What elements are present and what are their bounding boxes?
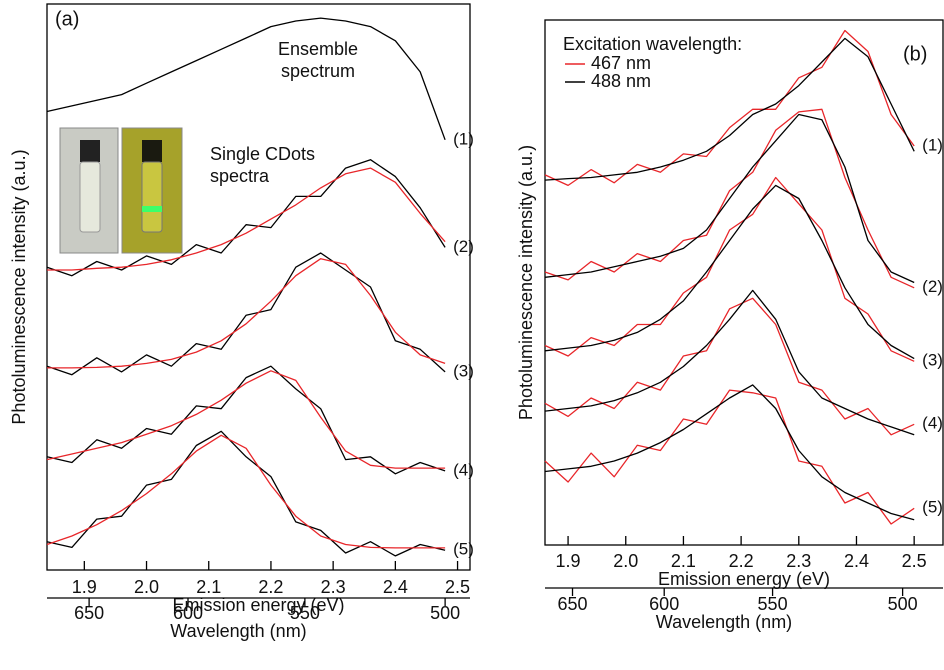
spectrum-label: (2) bbox=[922, 277, 943, 296]
spectrum-line bbox=[46, 370, 446, 469]
x2-tick-label: 600 bbox=[649, 594, 679, 614]
vial-cap bbox=[142, 140, 162, 162]
spectrum-label: (4) bbox=[922, 414, 943, 433]
x-tick-label: 2.3 bbox=[786, 551, 811, 571]
spectrum-label: (5) bbox=[922, 498, 943, 517]
x2-tick-label: 500 bbox=[888, 594, 918, 614]
spectrum-label: (4) bbox=[453, 460, 474, 479]
legend-label: 467 nm bbox=[591, 53, 651, 73]
x-tick-label: 2.4 bbox=[383, 577, 408, 597]
inset-photos bbox=[59, 127, 183, 254]
x-axis-title: Emission energy (eV) bbox=[658, 569, 830, 589]
x-axis-title: Emission energy (eV) bbox=[172, 595, 344, 615]
x-tick-label: 1.9 bbox=[72, 577, 97, 597]
annotation: spectra bbox=[210, 166, 270, 186]
plot-frame bbox=[46, 3, 471, 571]
x-tick-label: 2.5 bbox=[445, 577, 470, 597]
spectrum-label: (1) bbox=[453, 129, 474, 148]
x-tick-label: 2.2 bbox=[729, 551, 754, 571]
x2-tick-label: 550 bbox=[758, 594, 788, 614]
spectrum-line bbox=[544, 29, 915, 187]
spectrum-label: (3) bbox=[453, 361, 474, 380]
x-tick-label: 2.0 bbox=[613, 551, 638, 571]
x-tick-label: 2.3 bbox=[321, 577, 346, 597]
spectrum-line bbox=[46, 434, 446, 549]
plot-frame bbox=[544, 19, 944, 546]
legend-label: 488 nm bbox=[591, 71, 651, 91]
x2-tick-label: 550 bbox=[290, 603, 320, 623]
panel: 1.9 2.0 2.1 2.2 2.3 2.4 2.5 Emission energy (eV… bbox=[516, 19, 944, 632]
spectrum-line bbox=[46, 252, 446, 376]
vial-cap bbox=[80, 140, 100, 162]
spectrum-label: (3) bbox=[922, 351, 943, 370]
legend-title: Excitation wavelength: bbox=[563, 34, 742, 54]
vial bbox=[141, 161, 163, 233]
x2-tick-label: 500 bbox=[430, 603, 460, 623]
y-axis-title: Photoluminescence intensity (a.u.) bbox=[9, 149, 29, 424]
spectrum-line bbox=[544, 184, 915, 360]
panel: 1.9 2.0 2.1 2.2 2.3 2.4 2.5 Emission energy (eV… bbox=[9, 3, 474, 641]
spectrum-line bbox=[46, 17, 446, 141]
spectrum-line bbox=[544, 113, 915, 284]
spectrum-line bbox=[544, 297, 915, 436]
x2-tick-label: 650 bbox=[74, 603, 104, 623]
annotation: Single CDots bbox=[210, 144, 315, 164]
spectrum-line bbox=[544, 176, 915, 362]
spectrum-label: (1) bbox=[922, 135, 943, 154]
spectrum-line bbox=[544, 289, 915, 436]
x-tick-label: 2.1 bbox=[196, 577, 221, 597]
spectrum-line bbox=[544, 37, 915, 181]
vial-glow bbox=[142, 206, 162, 212]
y-axis-title: Photoluminescence intensity (a.u.) bbox=[516, 145, 536, 420]
spectrum-line bbox=[46, 430, 446, 557]
x2-axis-title: Wavelength (nm) bbox=[170, 621, 306, 641]
x-tick-label: 1.9 bbox=[556, 551, 581, 571]
x-tick-label: 2.4 bbox=[844, 551, 869, 571]
spectrum-label: (5) bbox=[453, 540, 474, 559]
x2-axis-title: Wavelength (nm) bbox=[656, 612, 792, 632]
spectrum-label: (2) bbox=[453, 237, 474, 256]
x2-tick-label: 650 bbox=[557, 594, 587, 614]
panel-label: (a) bbox=[55, 8, 79, 30]
x-tick-label: 2.2 bbox=[258, 577, 283, 597]
spectrum-line bbox=[47, 258, 446, 369]
annotation: spectrum bbox=[281, 61, 355, 81]
x2-tick-label: 600 bbox=[173, 603, 203, 623]
x-tick-label: 2.0 bbox=[134, 577, 159, 597]
panel-label: (b) bbox=[903, 43, 927, 65]
x-tick-label: 2.5 bbox=[902, 551, 927, 571]
spectrum-line bbox=[544, 389, 915, 525]
vial bbox=[79, 161, 101, 233]
annotation: Ensemble bbox=[278, 39, 358, 59]
spectrum-line bbox=[46, 365, 446, 475]
spectrum-line bbox=[544, 384, 915, 521]
x-tick-label: 2.1 bbox=[671, 551, 696, 571]
spectrum-line bbox=[47, 167, 446, 271]
